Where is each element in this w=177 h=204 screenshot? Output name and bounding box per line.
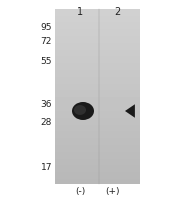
Text: 28: 28	[41, 118, 52, 127]
Text: 2: 2	[114, 7, 120, 17]
Text: 17: 17	[41, 163, 52, 172]
Text: 95: 95	[41, 23, 52, 32]
Text: 55: 55	[41, 57, 52, 66]
Ellipse shape	[74, 105, 86, 115]
Text: (-): (-)	[75, 186, 85, 195]
Text: (+): (+)	[106, 186, 120, 195]
Text: 72: 72	[41, 37, 52, 46]
Text: 36: 36	[41, 100, 52, 109]
Ellipse shape	[72, 102, 94, 120]
Polygon shape	[125, 105, 135, 118]
Text: 1: 1	[77, 7, 83, 17]
